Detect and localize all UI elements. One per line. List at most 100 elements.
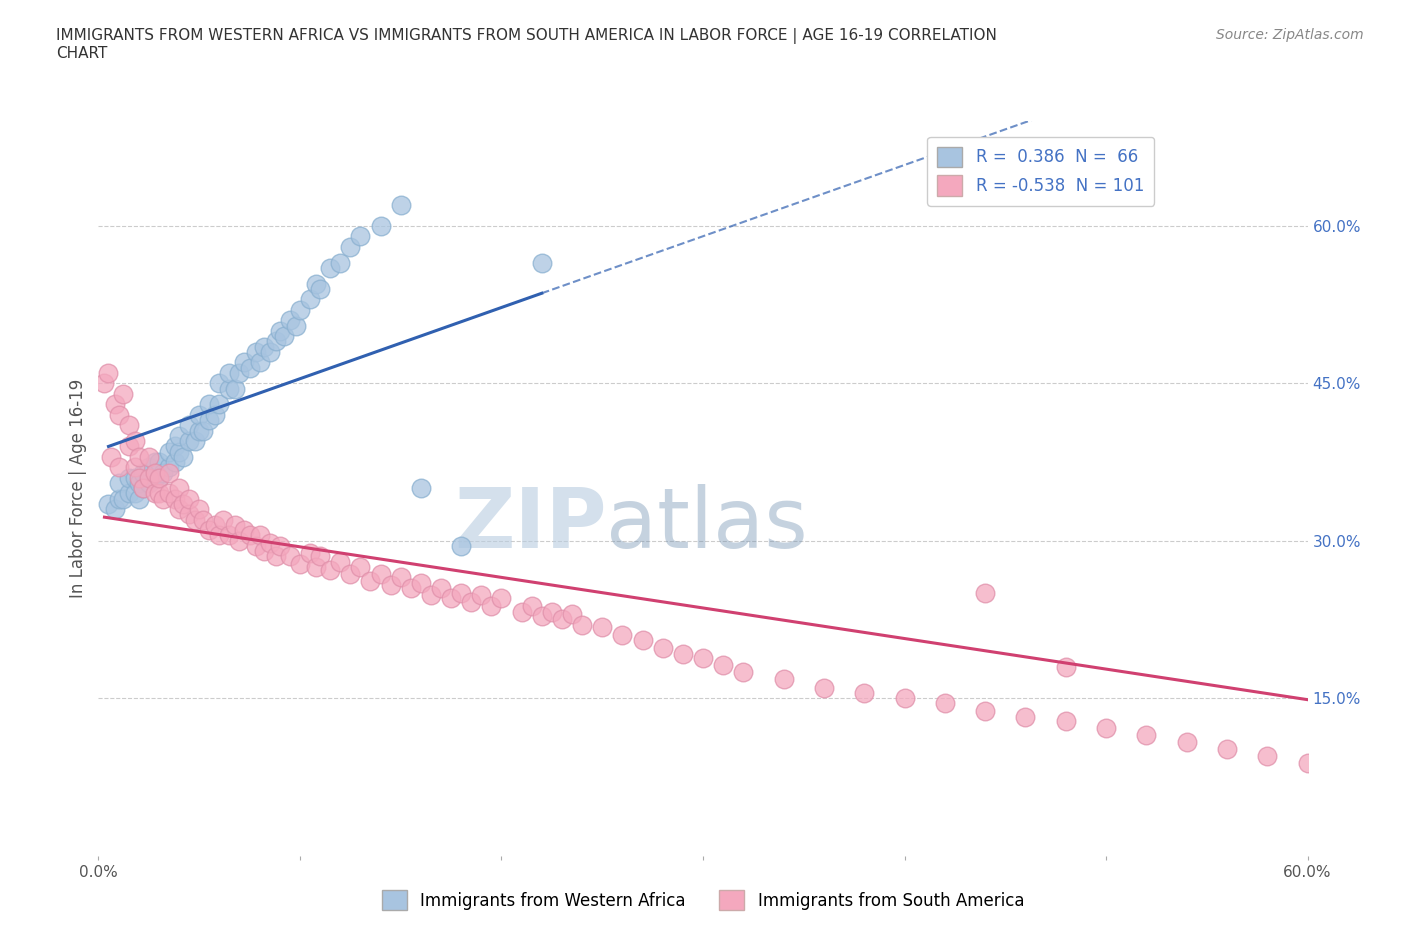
- Point: [172, 449, 194, 464]
- Point: [128, 449, 150, 464]
- Point: [259, 536, 281, 551]
- Point: [399, 580, 422, 595]
- Point: [103, 397, 125, 412]
- Point: [128, 471, 150, 485]
- Point: [228, 533, 250, 548]
- Point: [239, 360, 262, 375]
- Point: [232, 523, 254, 538]
- Point: [1175, 735, 1198, 750]
- Point: [264, 549, 287, 564]
- Point: [157, 459, 180, 474]
- Point: [138, 471, 160, 485]
- Point: [224, 517, 246, 532]
- Point: [172, 497, 194, 512]
- Point: [612, 628, 634, 643]
- Point: [974, 703, 997, 718]
- Point: [1135, 727, 1157, 742]
- Point: [167, 481, 190, 496]
- Point: [510, 604, 533, 619]
- Point: [249, 355, 271, 370]
- Point: [370, 567, 392, 582]
- Point: [339, 567, 361, 582]
- Point: [711, 658, 734, 672]
- Point: [208, 528, 231, 543]
- Text: Source: ZipAtlas.com: Source: ZipAtlas.com: [1216, 28, 1364, 42]
- Point: [450, 538, 472, 553]
- Point: [193, 512, 215, 527]
- Point: [269, 324, 291, 339]
- Point: [179, 507, 201, 522]
- Point: [389, 197, 412, 212]
- Point: [163, 439, 186, 454]
- Point: [273, 328, 295, 343]
- Point: [148, 471, 170, 485]
- Point: [198, 397, 221, 412]
- Point: [232, 355, 254, 370]
- Point: [934, 696, 956, 711]
- Point: [163, 455, 186, 470]
- Point: [460, 594, 482, 609]
- Point: [380, 578, 402, 592]
- Point: [1095, 720, 1118, 735]
- Point: [167, 502, 190, 517]
- Point: [1296, 756, 1319, 771]
- Point: [111, 386, 134, 401]
- Point: [481, 598, 503, 613]
- Point: [349, 560, 371, 575]
- Point: [143, 455, 166, 470]
- Point: [128, 491, 150, 506]
- Point: [409, 576, 432, 591]
- Point: [188, 407, 211, 422]
- Point: [239, 528, 262, 543]
- Point: [349, 229, 371, 244]
- Point: [184, 433, 207, 448]
- Point: [389, 570, 412, 585]
- Point: [167, 444, 190, 458]
- Point: [269, 538, 291, 553]
- Point: [148, 486, 170, 501]
- Point: [93, 376, 115, 391]
- Point: [571, 618, 593, 632]
- Point: [305, 560, 328, 575]
- Point: [420, 588, 443, 603]
- Point: [107, 459, 129, 474]
- Point: [132, 481, 155, 496]
- Point: [208, 376, 231, 391]
- Point: [319, 563, 342, 578]
- Point: [651, 641, 673, 656]
- Point: [288, 556, 311, 571]
- Point: [157, 444, 180, 458]
- Point: [1054, 659, 1077, 674]
- Point: [339, 239, 361, 254]
- Point: [520, 598, 543, 613]
- Legend: R =  0.386  N =  66, R = -0.538  N = 101: R = 0.386 N = 66, R = -0.538 N = 101: [928, 137, 1154, 206]
- Point: [264, 334, 287, 349]
- Point: [212, 512, 235, 527]
- Point: [450, 586, 472, 601]
- Point: [179, 418, 201, 432]
- Point: [107, 475, 129, 490]
- Text: ZIP: ZIP: [454, 485, 606, 565]
- Point: [470, 588, 492, 603]
- Point: [111, 491, 134, 506]
- Point: [138, 475, 160, 490]
- Point: [1054, 714, 1077, 729]
- Point: [163, 491, 186, 506]
- Point: [152, 491, 174, 506]
- Text: IMMIGRANTS FROM WESTERN AFRICA VS IMMIGRANTS FROM SOUTH AMERICA IN LABOR FORCE |: IMMIGRANTS FROM WESTERN AFRICA VS IMMIGR…: [56, 28, 997, 61]
- Point: [733, 664, 755, 679]
- Point: [249, 528, 271, 543]
- Point: [107, 407, 129, 422]
- Point: [491, 591, 513, 606]
- Point: [118, 486, 141, 501]
- Point: [100, 449, 122, 464]
- Point: [319, 260, 342, 275]
- Point: [772, 671, 794, 686]
- Point: [179, 491, 201, 506]
- Point: [103, 502, 125, 517]
- Point: [329, 255, 352, 270]
- Point: [692, 651, 714, 666]
- Point: [218, 528, 240, 543]
- Text: atlas: atlas: [606, 485, 808, 565]
- Point: [143, 471, 166, 485]
